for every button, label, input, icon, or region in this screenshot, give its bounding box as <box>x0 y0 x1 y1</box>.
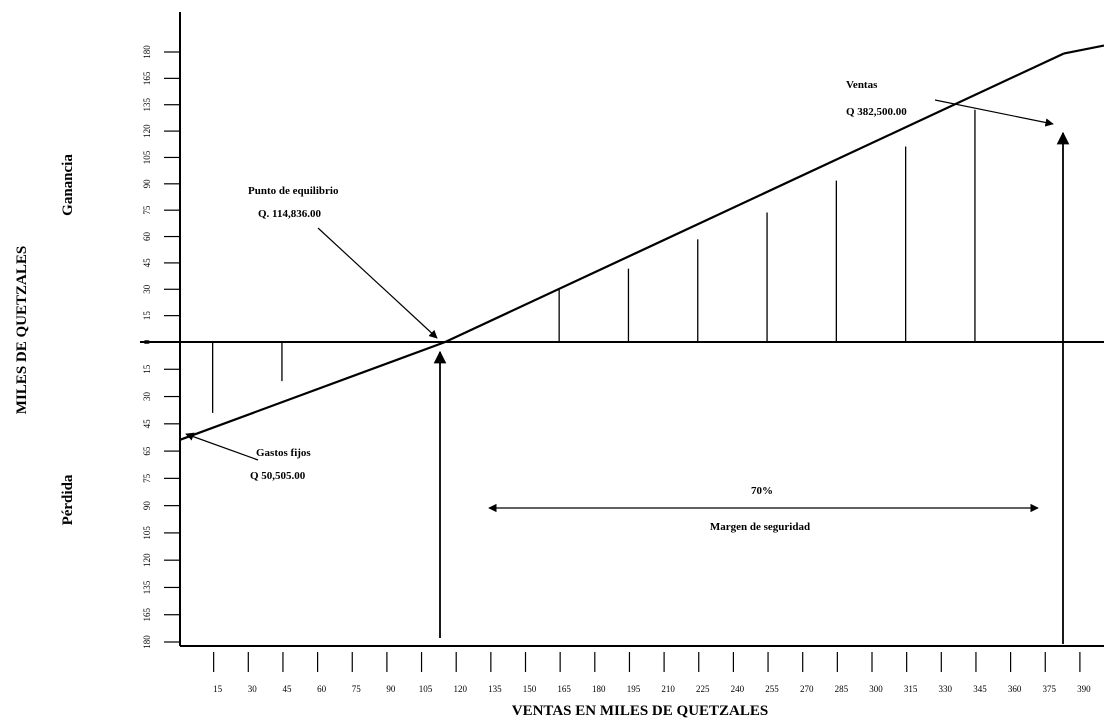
equilibrium-title: Punto de equilibrio <box>248 185 339 197</box>
x-tick-label: 360 <box>1008 684 1022 694</box>
sales-title: Ventas <box>846 79 878 91</box>
y-tick-label: 60 <box>142 232 152 242</box>
y-tick-label: 165 <box>142 607 152 621</box>
x-axis-title: VENTAS EN MILES DE QUETZALES <box>512 703 768 719</box>
y-tick-label: 75 <box>142 473 152 483</box>
x-tick-label: 15 <box>213 684 223 694</box>
equilibrium-arrow <box>317 227 438 339</box>
x-tick-label: 390 <box>1077 684 1091 694</box>
y-tick-label: 90 <box>142 179 152 189</box>
x-tick-label: 30 <box>248 684 258 694</box>
x-tick-label: 225 <box>696 684 710 694</box>
x-tick-label: 105 <box>419 684 433 694</box>
x-tick-label: 75 <box>352 684 362 694</box>
y-axis-title: MILES DE QUETZALES <box>14 246 30 414</box>
y-tick-label: 120 <box>142 124 152 138</box>
y-tick-label: 120 <box>142 553 152 567</box>
y-tick-label: 0 <box>142 339 152 344</box>
margin-label: Margen de seguridad <box>710 521 810 533</box>
y-tick-label: 180 <box>142 635 152 649</box>
region-label-ganancia: Ganancia <box>60 154 76 216</box>
x-tick-label: 135 <box>488 684 502 694</box>
y-tick-label: 105 <box>142 150 152 164</box>
y-tick-label: 135 <box>142 580 152 594</box>
x-tick-label: 180 <box>592 684 606 694</box>
x-tick-label: 195 <box>627 684 641 694</box>
x-ticks: 15 30 45 60 75 90 105 120 135 150 165 180 195 210 225 2… <box>213 652 1091 694</box>
y-tick-label: 105 <box>142 526 152 540</box>
x-tick-label: 270 <box>800 684 814 694</box>
y-tick-label: 30 <box>142 392 152 402</box>
x-tick-label: 240 <box>731 684 745 694</box>
x-tick-label: 315 <box>904 684 918 694</box>
margin-percentage: 70% <box>751 485 773 497</box>
equilibrium-value: Q. 114,836.00 <box>258 208 321 220</box>
x-tick-label: 60 <box>317 684 327 694</box>
y-tick-label: 15 <box>142 364 152 374</box>
x-tick-label: 150 <box>523 684 537 694</box>
x-tick-label: 375 <box>1043 684 1057 694</box>
y-tick-label: 75 <box>142 205 152 215</box>
sales-arrow <box>934 99 1054 127</box>
x-tick-label: 300 <box>869 684 883 694</box>
x-tick-label: 285 <box>835 684 849 694</box>
y-tick-label: 165 <box>142 71 152 85</box>
y-tick-label: 180 <box>142 45 152 59</box>
fixed-costs-title: Gastos fijos <box>256 447 311 459</box>
x-tick-label: 345 <box>973 684 987 694</box>
region-label-perdida: Pérdida <box>60 474 76 525</box>
x-tick-label: 330 <box>939 684 953 694</box>
series-line-extension <box>1063 44 1104 55</box>
y-tick-label: 45 <box>142 258 152 268</box>
profit-loss-bars <box>211 109 976 413</box>
x-tick-label: 90 <box>386 684 396 694</box>
x-tick-label: 165 <box>557 684 571 694</box>
y-tick-label: 135 <box>142 97 152 111</box>
x-tick-label: 120 <box>453 684 467 694</box>
y-tick-label: 45 <box>142 419 152 429</box>
y-tick-label: 90 <box>142 501 152 511</box>
fixed-costs-value: Q 50,505.00 <box>250 470 306 482</box>
x-tick-label: 255 <box>765 684 779 694</box>
series-line <box>179 52 1065 441</box>
y-tick-label: 30 <box>142 284 152 294</box>
x-tick-label: 45 <box>282 684 292 694</box>
fixed-costs-arrow <box>185 432 259 461</box>
sales-value: Q 382,500.00 <box>846 106 907 118</box>
x-tick-label: 210 <box>661 684 675 694</box>
y-tick-label: 15 <box>142 311 152 321</box>
series-group <box>179 44 1104 441</box>
y-ticks: 15 30 45 60 75 90 105 120 135 165 180 0 15 30 45 65 75 90… <box>142 45 180 649</box>
y-tick-label: 65 <box>142 446 152 456</box>
